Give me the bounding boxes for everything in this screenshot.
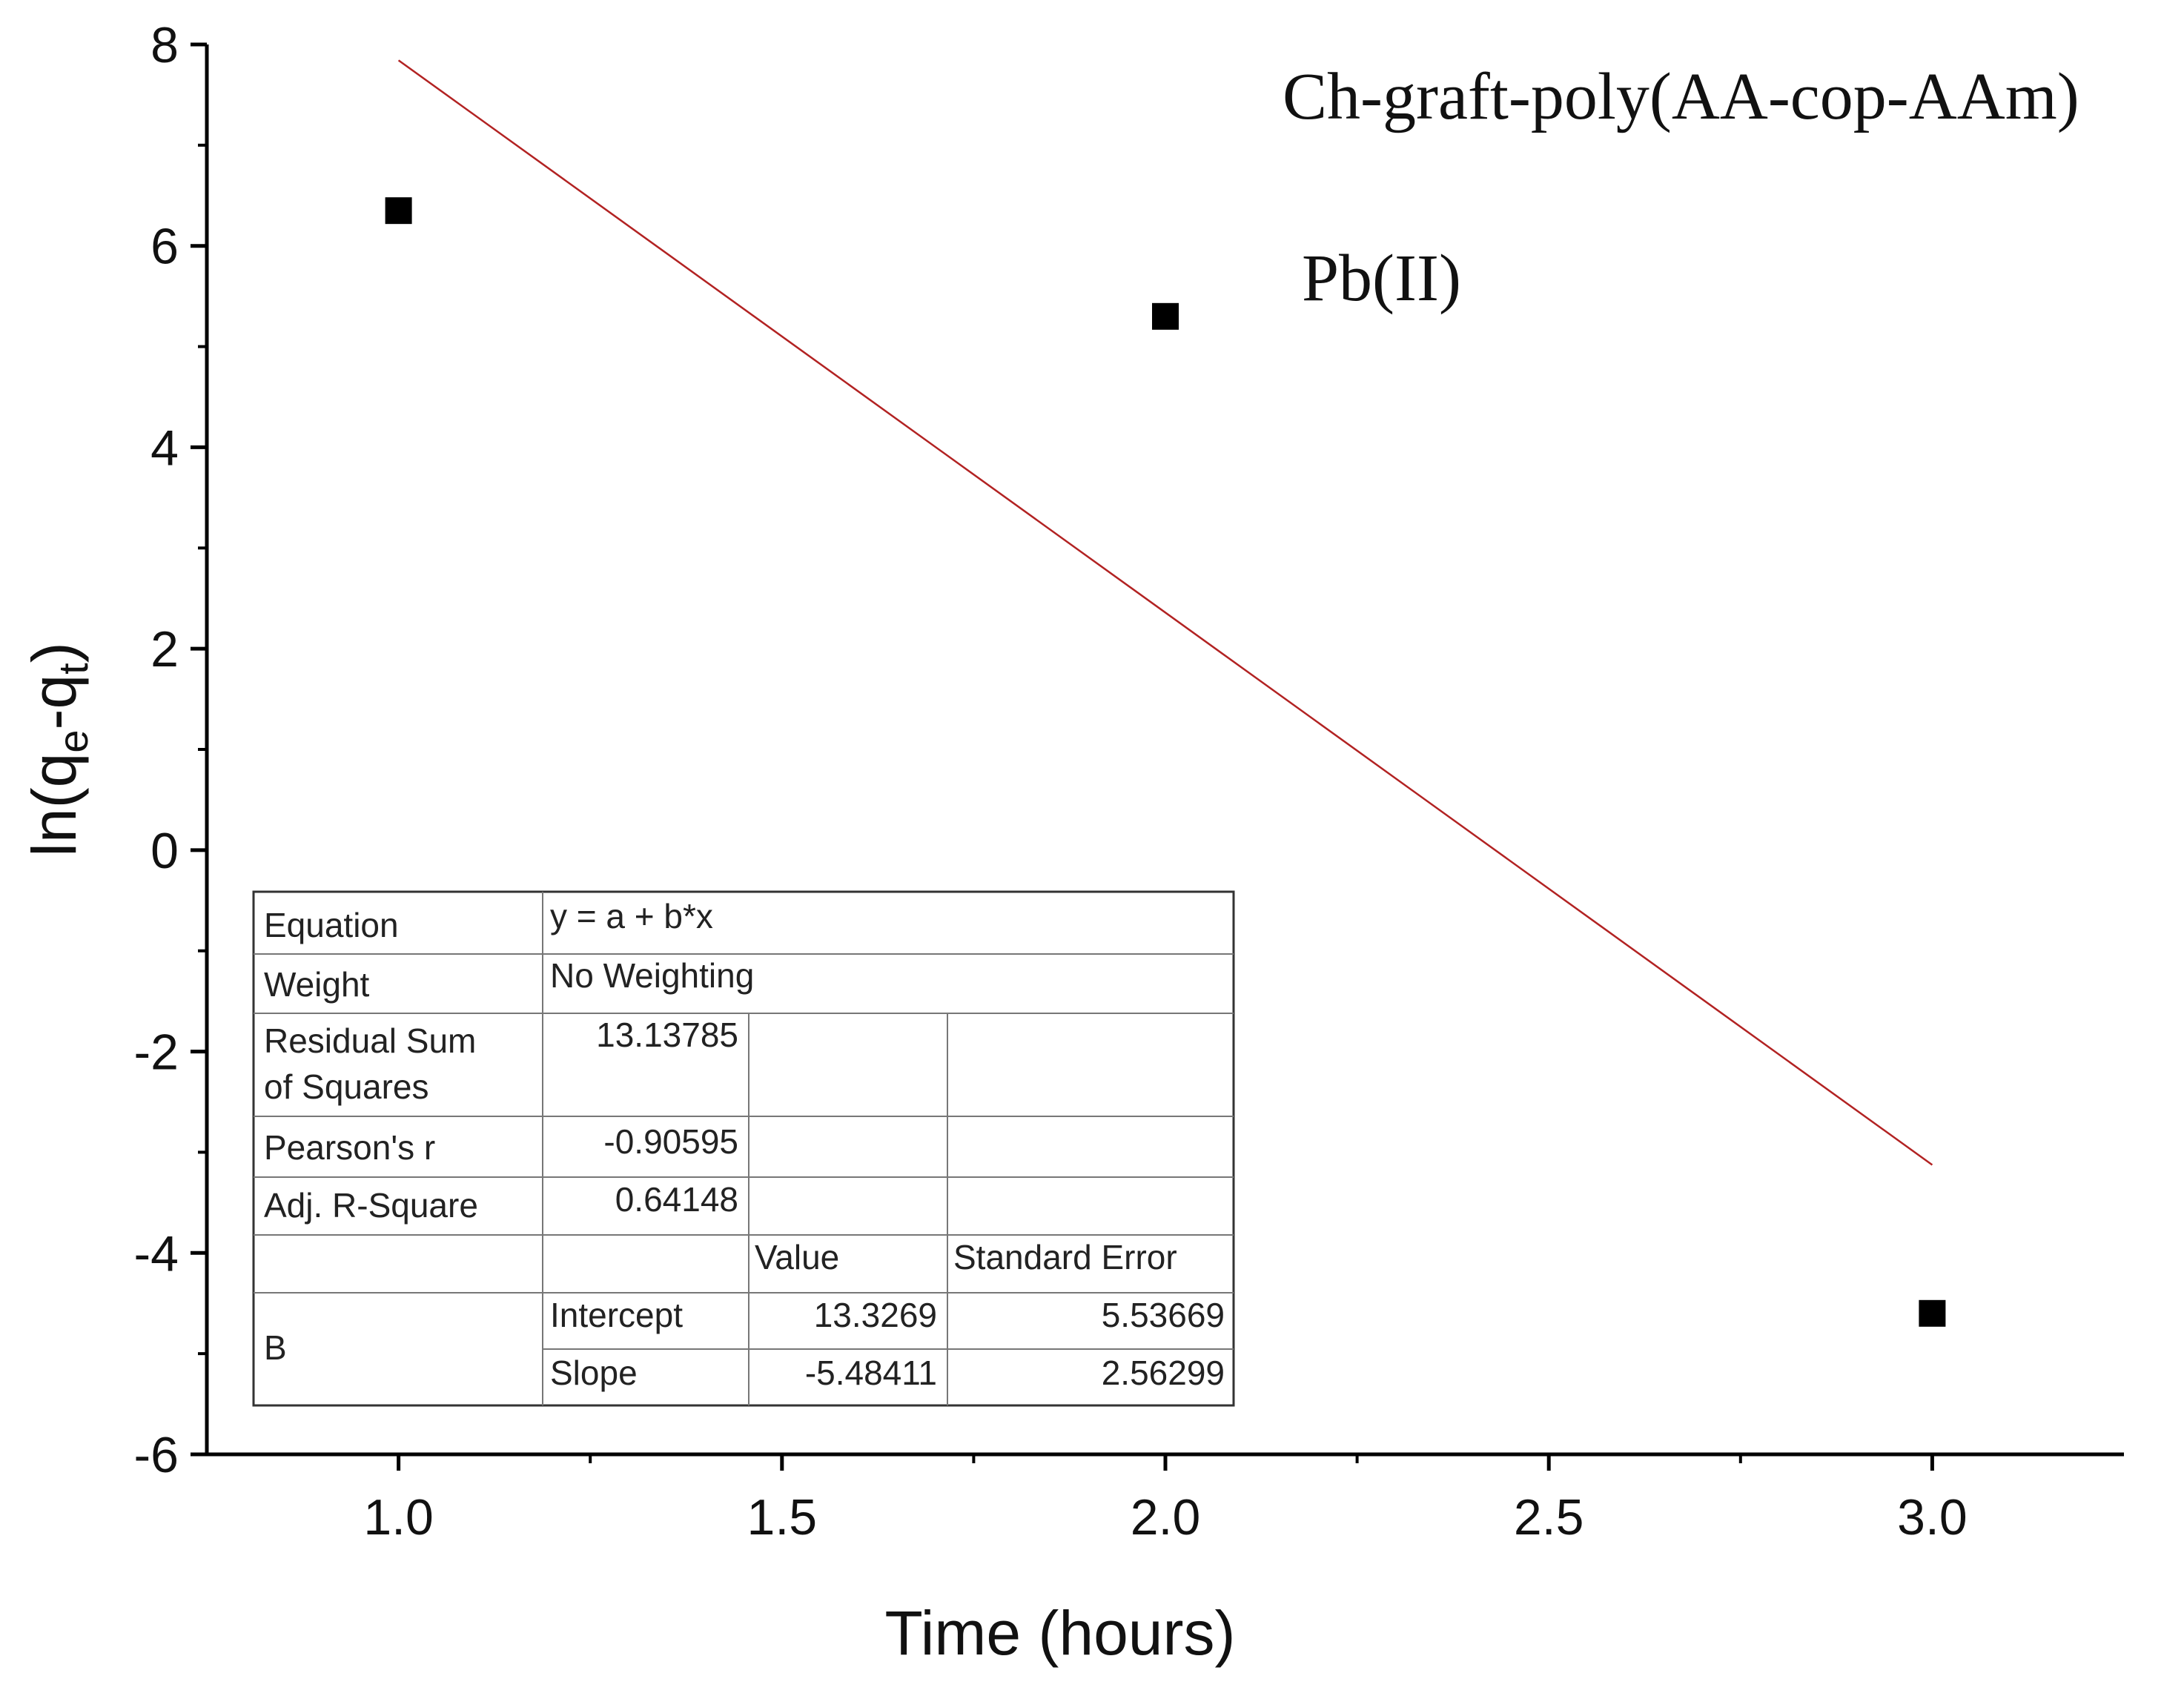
group-label: B xyxy=(264,1328,287,1367)
y-ticks: 8 6 4 2 0 -2 -4 -6 xyxy=(134,17,207,1483)
fit-line xyxy=(397,59,1933,1166)
slope-value: -5.48411 xyxy=(805,1354,937,1392)
x-tick-label: 1.0 xyxy=(363,1489,434,1546)
equation-label: Equation xyxy=(264,906,399,944)
y-tick-label: 8 xyxy=(150,17,179,73)
weight-label: Weight xyxy=(264,965,370,1004)
data-point xyxy=(1919,1299,1946,1327)
fit-table: Equation y = a + b*x Weight No Weighting… xyxy=(252,890,1235,1407)
x-tick-label: 3.0 xyxy=(1897,1489,1968,1546)
data-point xyxy=(385,197,412,225)
material-annotation: Ch-graft-poly(AA-cop-AAm) xyxy=(1283,60,2079,133)
y-tick-label: 6 xyxy=(150,219,179,275)
rss-value: 13.13785 xyxy=(596,1016,738,1054)
x-tick-label: 2.0 xyxy=(1131,1489,1201,1546)
adjr2-label: Adj. R-Square xyxy=(264,1186,478,1225)
y-tick-label: 0 xyxy=(150,823,179,879)
y-tick-label: -2 xyxy=(134,1024,179,1081)
slope-label: Slope xyxy=(550,1354,638,1392)
weight-value: No Weighting xyxy=(550,956,754,995)
pearson-label: Pearson's r xyxy=(264,1128,435,1167)
x-tick-label: 1.5 xyxy=(747,1489,818,1546)
y-axis-title-sub-t: t xyxy=(50,663,96,675)
y-axis-title-middle: -q xyxy=(19,675,89,730)
y-axis-title-sub-e: e xyxy=(50,730,96,753)
x-ticks: 1.0 1.5 2.0 2.5 3.0 xyxy=(363,1454,1968,1546)
pearson-value: -0.90595 xyxy=(603,1122,738,1161)
y-axis-title-suffix: ) xyxy=(19,642,89,663)
intercept-value: 13.3269 xyxy=(814,1296,937,1334)
stderr-header: Standard Error xyxy=(953,1238,1177,1276)
equation-value: y = a + b*x xyxy=(550,897,713,935)
y-tick-label: 4 xyxy=(150,420,179,476)
y-tick-label: -6 xyxy=(134,1427,179,1483)
adjr2-value: 0.64148 xyxy=(615,1180,738,1219)
value-header: Value xyxy=(755,1238,839,1276)
y-axis-title-prefix: ln(q xyxy=(19,753,89,857)
intercept-stderr: 5.53669 xyxy=(1102,1296,1225,1334)
intercept-label: Intercept xyxy=(550,1296,683,1334)
data-point xyxy=(1152,302,1179,330)
y-tick-label: 2 xyxy=(150,621,179,678)
y-axis-title: ln(qe-qt) xyxy=(19,642,96,856)
x-axis-title: Time (hours) xyxy=(885,1598,1236,1668)
series-annotation: Pb(II) xyxy=(1302,242,1461,315)
x-tick-label: 2.5 xyxy=(1514,1489,1584,1546)
fit-table-frame xyxy=(252,890,1235,1407)
data-points xyxy=(385,197,1946,1327)
y-tick-label: -4 xyxy=(134,1225,179,1282)
rss-label-line1: Residual Sum xyxy=(264,1021,476,1060)
slope-stderr: 2.56299 xyxy=(1102,1354,1225,1392)
rss-label-line2: of Squares xyxy=(264,1067,428,1106)
